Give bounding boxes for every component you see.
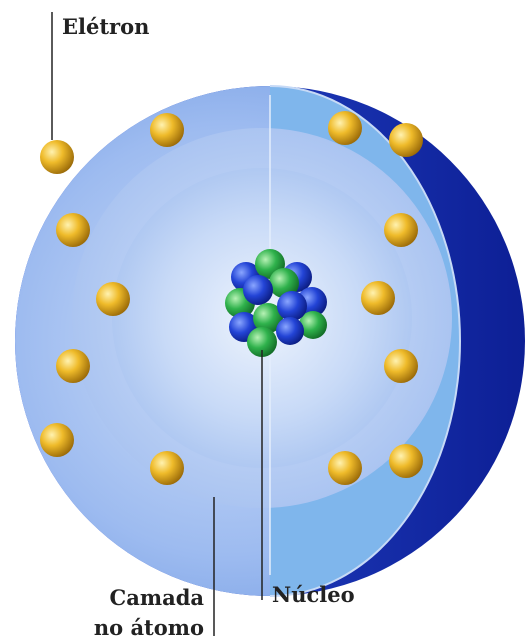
electron	[150, 113, 184, 147]
proton	[276, 317, 304, 345]
neutron	[253, 303, 283, 333]
leader-lines	[51, 12, 263, 636]
electron	[40, 423, 74, 457]
neutron	[299, 311, 327, 339]
electron	[389, 444, 423, 478]
proton	[243, 275, 273, 305]
proton	[277, 291, 307, 321]
electron	[56, 349, 90, 383]
nucleus	[225, 249, 327, 357]
neutron	[269, 268, 299, 298]
shell-label-line1: Camada	[110, 585, 205, 610]
electron-label: Elétron	[62, 14, 149, 39]
electron	[384, 349, 418, 383]
electron	[40, 140, 74, 174]
electron	[328, 451, 362, 485]
nucleus-label: Núcleo	[272, 582, 355, 607]
electron	[56, 213, 90, 247]
electron	[328, 111, 362, 145]
neutron	[247, 327, 277, 357]
electron	[96, 282, 130, 316]
shell-outer-ring	[270, 85, 461, 597]
electron	[384, 213, 418, 247]
electrons	[40, 111, 423, 485]
electron	[389, 123, 423, 157]
electron	[361, 281, 395, 315]
electron	[150, 451, 184, 485]
shell-label-line2: no átomo	[94, 615, 204, 640]
